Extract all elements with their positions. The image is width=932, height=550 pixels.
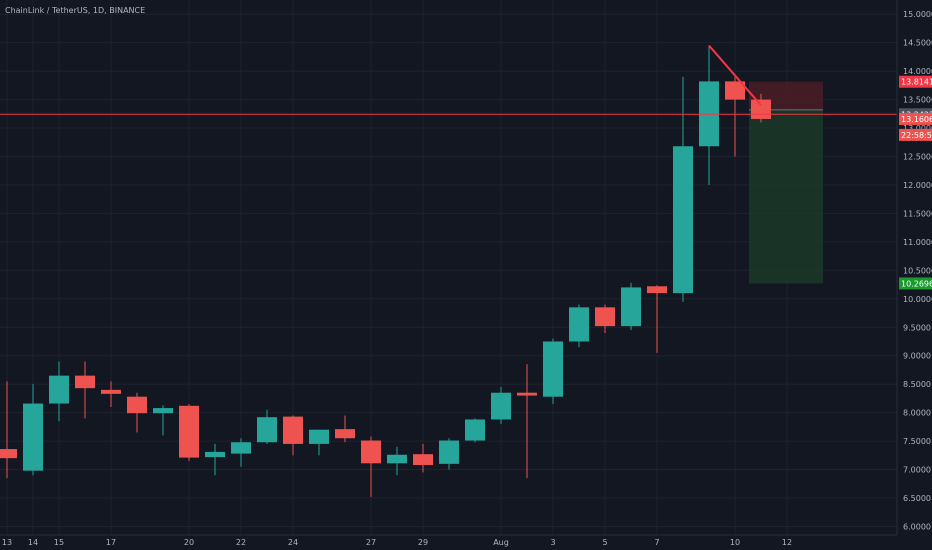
candle-body[interactable]: [49, 375, 69, 404]
price-tick-label: 6.0000: [903, 522, 931, 531]
price-label-text: 10.2696: [901, 279, 932, 288]
candle-body[interactable]: [569, 307, 589, 342]
price-tick-label: 8.5000: [903, 380, 931, 389]
price-label-target: 10.2696: [899, 277, 932, 290]
trend-line[interactable]: [708, 44, 762, 106]
time-tick-label: 12: [782, 538, 792, 547]
price-tick-label: 15.0000: [903, 10, 932, 19]
price-label-stop: 13.8141: [899, 75, 932, 88]
time-tick-label: 20: [184, 538, 194, 547]
candle-body[interactable]: [231, 442, 251, 454]
symbol-title: ChainLink / TetherUS, 1D, BINANCE: [5, 6, 145, 15]
candle-body[interactable]: [439, 440, 459, 464]
price-tick-label: 6.5000: [903, 494, 931, 503]
price-tick-label: 9.0000: [903, 352, 931, 361]
price-label-countdown: 22:58:58: [899, 128, 932, 141]
candle-body[interactable]: [205, 451, 225, 458]
price-label-last-close: 13.1606: [899, 112, 932, 125]
time-tick-label: 7: [654, 538, 659, 547]
candle-body[interactable]: [127, 396, 147, 414]
time-tick-label: 5: [602, 538, 607, 547]
price-axis[interactable]: 15.0000 14.5000 14.0000 13.5000 13.0000 12.50…: [903, 10, 932, 531]
time-tick-label: 14: [28, 538, 38, 547]
price-label-text: 22:58:58: [901, 131, 932, 140]
take-profit-zone[interactable]: [749, 109, 823, 284]
candle-body[interactable]: [153, 408, 173, 414]
candle-body[interactable]: [465, 419, 485, 441]
price-tick-label: 13.5000: [903, 96, 932, 105]
price-label-bg: [899, 277, 932, 290]
candle-body[interactable]: [673, 146, 693, 294]
price-tick-label: 11.5000: [903, 209, 932, 218]
candle-body[interactable]: [101, 389, 121, 394]
candle-body[interactable]: [647, 286, 667, 294]
candle-body[interactable]: [0, 449, 17, 459]
candle-body[interactable]: [387, 454, 407, 464]
candle-body[interactable]: [23, 403, 43, 471]
candle-body[interactable]: [725, 81, 745, 100]
candle-body[interactable]: [361, 440, 381, 464]
time-tick-label: Aug: [493, 538, 509, 547]
candle-body[interactable]: [543, 341, 563, 397]
price-tick-label: 12.5000: [903, 153, 932, 162]
drawings-layer[interactable]: [0, 44, 897, 115]
time-tick-label: 17: [106, 538, 116, 547]
candlestick-series[interactable]: [0, 45, 771, 497]
time-tick-label: 10: [730, 538, 740, 547]
price-tick-label: 10.0000: [903, 295, 932, 304]
time-tick-label: 15: [54, 538, 64, 547]
time-tick-label: 24: [288, 538, 298, 547]
candle-body[interactable]: [179, 405, 199, 458]
candle-body[interactable]: [283, 416, 303, 444]
candle-body[interactable]: [309, 429, 329, 444]
time-tick-label: 13: [2, 538, 12, 547]
candle-body[interactable]: [335, 429, 355, 439]
candle-body[interactable]: [413, 454, 433, 465]
price-tick-label: 9.5000: [903, 323, 931, 332]
time-tick-label: 29: [418, 538, 428, 547]
price-tick-label: 11.0000: [903, 238, 932, 247]
candle-body[interactable]: [751, 99, 771, 119]
price-tick-label: 12.0000: [903, 181, 932, 190]
time-tick-label: 27: [366, 538, 376, 547]
price-label-bg: [899, 75, 932, 88]
price-tick-label: 10.5000: [903, 266, 932, 275]
price-label-bg: [899, 112, 932, 125]
candle-body[interactable]: [75, 375, 95, 389]
time-tick-label: 3: [550, 538, 555, 547]
price-tick-label: 14.5000: [903, 39, 932, 48]
candle-body[interactable]: [595, 307, 615, 327]
candle-body[interactable]: [517, 392, 537, 396]
price-label-text: 13.8141: [901, 78, 932, 87]
price-tick-label: 13.0000: [903, 124, 932, 133]
price-tick-label: 8.0000: [903, 409, 931, 418]
candle-body[interactable]: [491, 392, 511, 420]
candle-body[interactable]: [621, 287, 641, 327]
price-tick-label: 7.5000: [903, 437, 931, 446]
price-label-text: 13.1606: [901, 115, 932, 124]
candle-body[interactable]: [257, 417, 277, 443]
time-axis[interactable]: 13 15 17 20 22 24 27 29 Aug 3 5 7 10 12 14: [2, 538, 792, 547]
price-tick-label: 7.0000: [903, 466, 931, 475]
price-tick-label: 14.0000: [903, 67, 932, 76]
time-tick-label: 22: [236, 538, 246, 547]
price-label-bg: [899, 128, 932, 141]
